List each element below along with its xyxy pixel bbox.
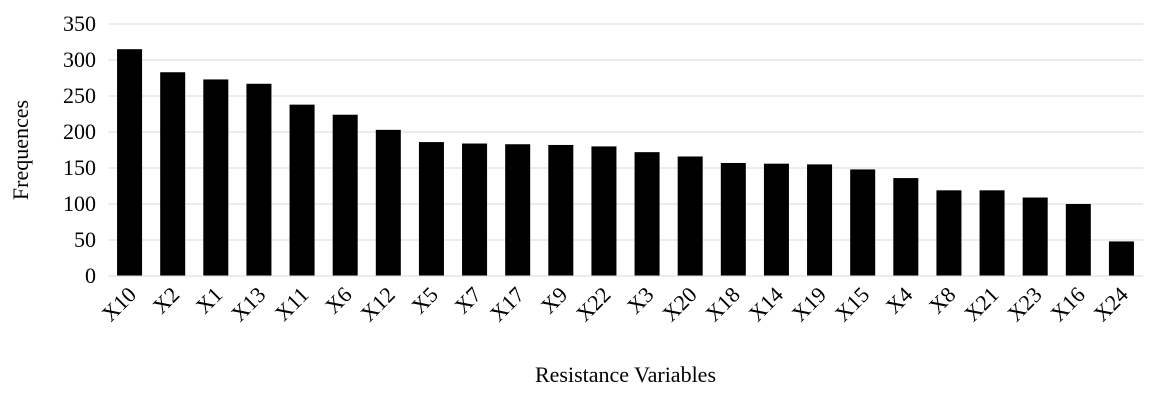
y-tick-label: 200 [63, 119, 96, 144]
bar-x23 [1022, 197, 1048, 276]
bar-x15 [850, 169, 876, 276]
x-tick-label: X11 [270, 282, 314, 326]
bar-x14 [763, 163, 789, 276]
x-tick-label: X16 [1045, 282, 1089, 326]
bar-x8 [936, 190, 962, 276]
x-tick-label: X17 [485, 282, 529, 326]
bar-x21 [979, 190, 1005, 276]
y-tick-label: 100 [63, 191, 96, 216]
x-tick-label: X22 [571, 282, 615, 326]
x-tick-label: X19 [787, 282, 831, 326]
y-tick-label: 50 [74, 227, 96, 252]
bar-x4 [893, 178, 919, 276]
bar-x18 [720, 162, 746, 276]
bar-x11 [289, 104, 315, 276]
x-tick-label: X7 [449, 282, 486, 319]
bar-x24 [1108, 241, 1134, 276]
bar-x16 [1065, 204, 1091, 276]
x-axis-label: Resistance Variables [535, 362, 716, 387]
x-tick-label: X1 [191, 282, 228, 319]
bar-x2 [160, 72, 186, 277]
bar-x22 [591, 146, 617, 276]
x-tick-label: X13 [226, 282, 270, 326]
bars [117, 49, 1134, 277]
x-tick-label: X24 [1089, 282, 1133, 326]
x-tick-label: X4 [881, 282, 918, 319]
gridlines [108, 23, 1143, 241]
bar-x5 [418, 142, 444, 276]
bar-x13 [246, 83, 272, 276]
y-axis-label: Frequences [8, 100, 33, 200]
x-tick-label: X15 [830, 282, 874, 326]
bar-x3 [634, 152, 660, 276]
bar-x6 [332, 114, 358, 276]
x-tick-label: X3 [622, 282, 659, 319]
x-tick-label: X5 [406, 282, 443, 319]
bar-x10 [117, 49, 143, 277]
bar-x9 [548, 144, 574, 276]
bar-x12 [375, 129, 401, 276]
x-tick-label: X23 [1002, 282, 1046, 326]
x-tick-label: X8 [924, 282, 961, 319]
x-tick-label: X12 [355, 282, 399, 326]
y-tick-label: 150 [63, 155, 96, 180]
bar-x1 [203, 79, 229, 276]
bar-x17 [505, 144, 531, 276]
x-tick-label: X20 [657, 282, 701, 326]
x-tick-label: X9 [536, 282, 573, 319]
y-tick-labels: 0 50 100 150 200 250 300 350 [63, 11, 96, 288]
bar-x19 [807, 164, 833, 276]
y-tick-label: 300 [63, 47, 96, 72]
x-tick-label: X14 [744, 282, 788, 326]
y-tick-label: 250 [63, 83, 96, 108]
bar-x7 [462, 143, 488, 276]
x-tick-label: X2 [148, 282, 185, 319]
y-tick-label: 0 [85, 263, 96, 288]
bar-x20 [677, 156, 703, 276]
x-tick-label: X21 [959, 282, 1003, 326]
y-tick-label: 350 [63, 11, 96, 36]
x-tick-label: X18 [700, 282, 744, 326]
x-tick-label: X10 [97, 282, 141, 326]
x-tick-label: X6 [320, 282, 357, 319]
